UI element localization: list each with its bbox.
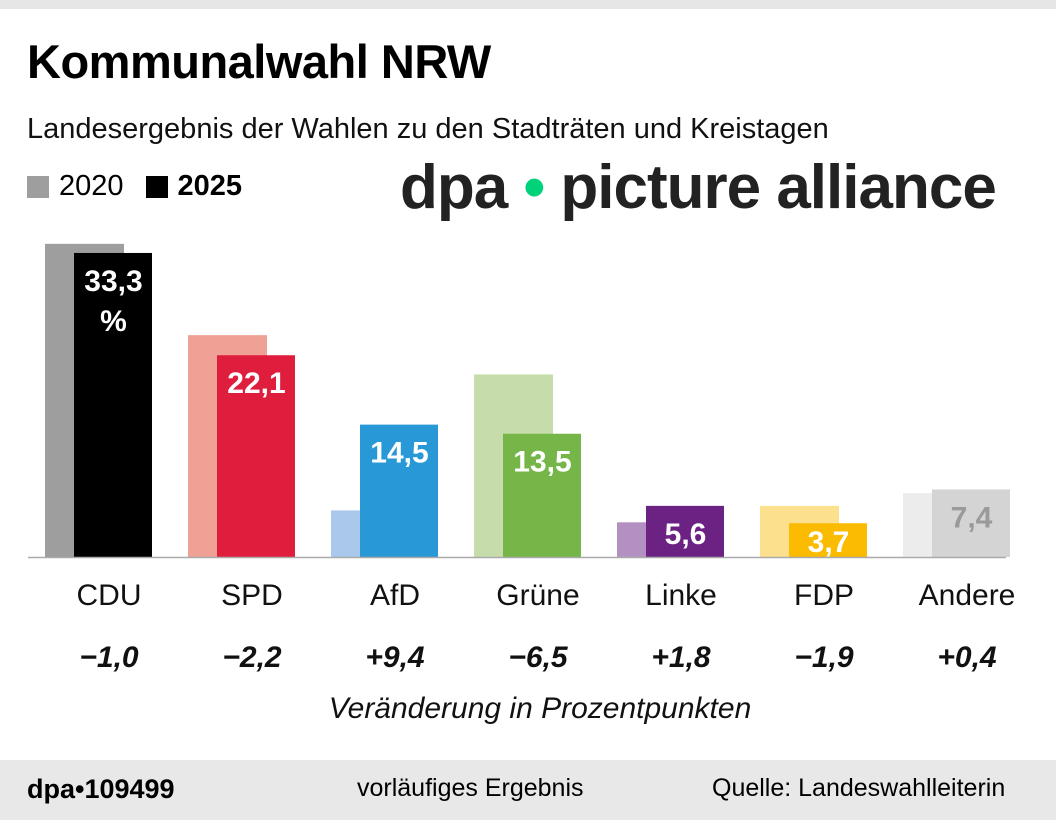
footer-note: vorläufiges Ergebnis [357, 774, 584, 802]
legend-label-2020: 2020 [59, 170, 124, 202]
legend-label-2025: 2025 [177, 170, 243, 202]
chart-subtitle: Landesergebnis der Wahlen zu den Stadträ… [27, 113, 829, 145]
legend-swatch-2025 [145, 175, 168, 198]
data-label: 3,7 [808, 526, 850, 559]
data-label: 5,6 [665, 518, 707, 551]
category-label: Andere [919, 579, 1016, 612]
top-strip [0, 0, 1056, 9]
legend: 2020 2025 [27, 170, 242, 203]
data-label: 7,4 [951, 501, 993, 534]
category-label: Linke [645, 579, 717, 612]
change-label: −1,0 [79, 641, 139, 674]
changes-caption: Veränderung in Prozentpunkten [329, 692, 752, 725]
chart-title: Kommunalwahl NRW [27, 35, 491, 88]
change-label: +0,4 [937, 641, 997, 674]
bar-2025-AfD [360, 424, 438, 557]
data-label-unit: % [100, 305, 127, 338]
footer-id: dpa•109499 [27, 774, 175, 804]
bar-2025-Andere [932, 489, 1010, 557]
category-label: AfD [370, 579, 420, 612]
category-label: Grüne [496, 579, 579, 612]
category-label: FDP [794, 579, 854, 612]
change-label: −6,5 [508, 641, 569, 674]
bar-2025-FDP [789, 523, 867, 557]
footer-source: Quelle: Landeswahlleiterin [712, 774, 1006, 802]
bar-2025-CDU [74, 252, 152, 557]
change-label: −1,9 [794, 641, 854, 674]
footer: dpa•109499 vorläufiges Ergebnis Quelle: … [0, 760, 1056, 820]
bar-2025-Grüne [503, 433, 581, 557]
change-label: −2,2 [222, 641, 282, 674]
data-label: 22,1 [227, 367, 285, 400]
bar-2025-SPD [217, 355, 295, 557]
category-label: SPD [221, 579, 283, 612]
data-label: 33,3 [84, 265, 142, 298]
legend-swatch-2020 [27, 175, 49, 198]
change-label: +1,8 [651, 641, 711, 674]
bar-chart: 33,3% CDU −1,0 22,1 SPD −2,2 14,5 AfD +9,4 13,5 Gr… [28, 243, 1016, 725]
category-label: CDU [77, 579, 142, 612]
watermark: dpa • picture alliance [400, 153, 997, 222]
change-label: +9,4 [365, 641, 425, 674]
bar-2025-Linke [646, 505, 724, 557]
data-label: 14,5 [370, 437, 428, 470]
data-label: 13,5 [513, 446, 571, 479]
